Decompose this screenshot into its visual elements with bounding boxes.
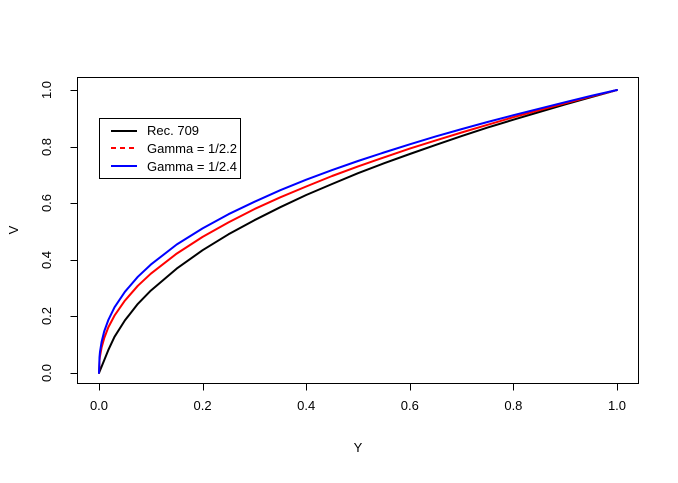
series-line-3	[98, 89, 618, 374]
legend-line-swatch	[111, 165, 137, 168]
x-tick-label: 0.4	[297, 398, 316, 413]
x-tick-label: 0.2	[193, 398, 212, 413]
legend-item: Gamma = 1/2.4	[111, 158, 237, 174]
legend-line-swatch	[111, 129, 137, 132]
x-tick-label: 0.6	[400, 398, 419, 413]
y-tick-label: 1.0	[39, 80, 54, 100]
x-tick-label: 0.0	[89, 398, 109, 413]
legend-label: Rec. 709	[147, 123, 200, 139]
legend-line-swatch	[111, 147, 137, 150]
plot-box	[77, 77, 639, 384]
y-tick-label: 0.2	[39, 307, 54, 326]
series-line-1	[98, 89, 618, 374]
y-axis-title: V	[6, 225, 21, 235]
legend-label: Gamma = 1/2.2	[147, 140, 237, 156]
y-tick-label: 0.4	[39, 250, 54, 269]
x-axis-title: Y	[353, 440, 363, 455]
legend-item: Gamma = 1/2.2	[111, 140, 237, 156]
y-tick-label: 0.8	[39, 137, 54, 156]
series-line-2	[98, 89, 618, 374]
y-tick-label: 0.0	[39, 363, 54, 383]
legend-item: Rec. 709	[111, 123, 236, 139]
legend-label: Gamma = 1/2.4	[147, 158, 237, 174]
legend: Rec. 709 Gamma = 1/2.2 Gamma = 1/2.4	[99, 118, 241, 179]
x-tick-label: 0.8	[504, 398, 523, 413]
y-tick-label: 0.6	[39, 194, 54, 213]
x-tick-label: 1.0	[607, 398, 627, 413]
